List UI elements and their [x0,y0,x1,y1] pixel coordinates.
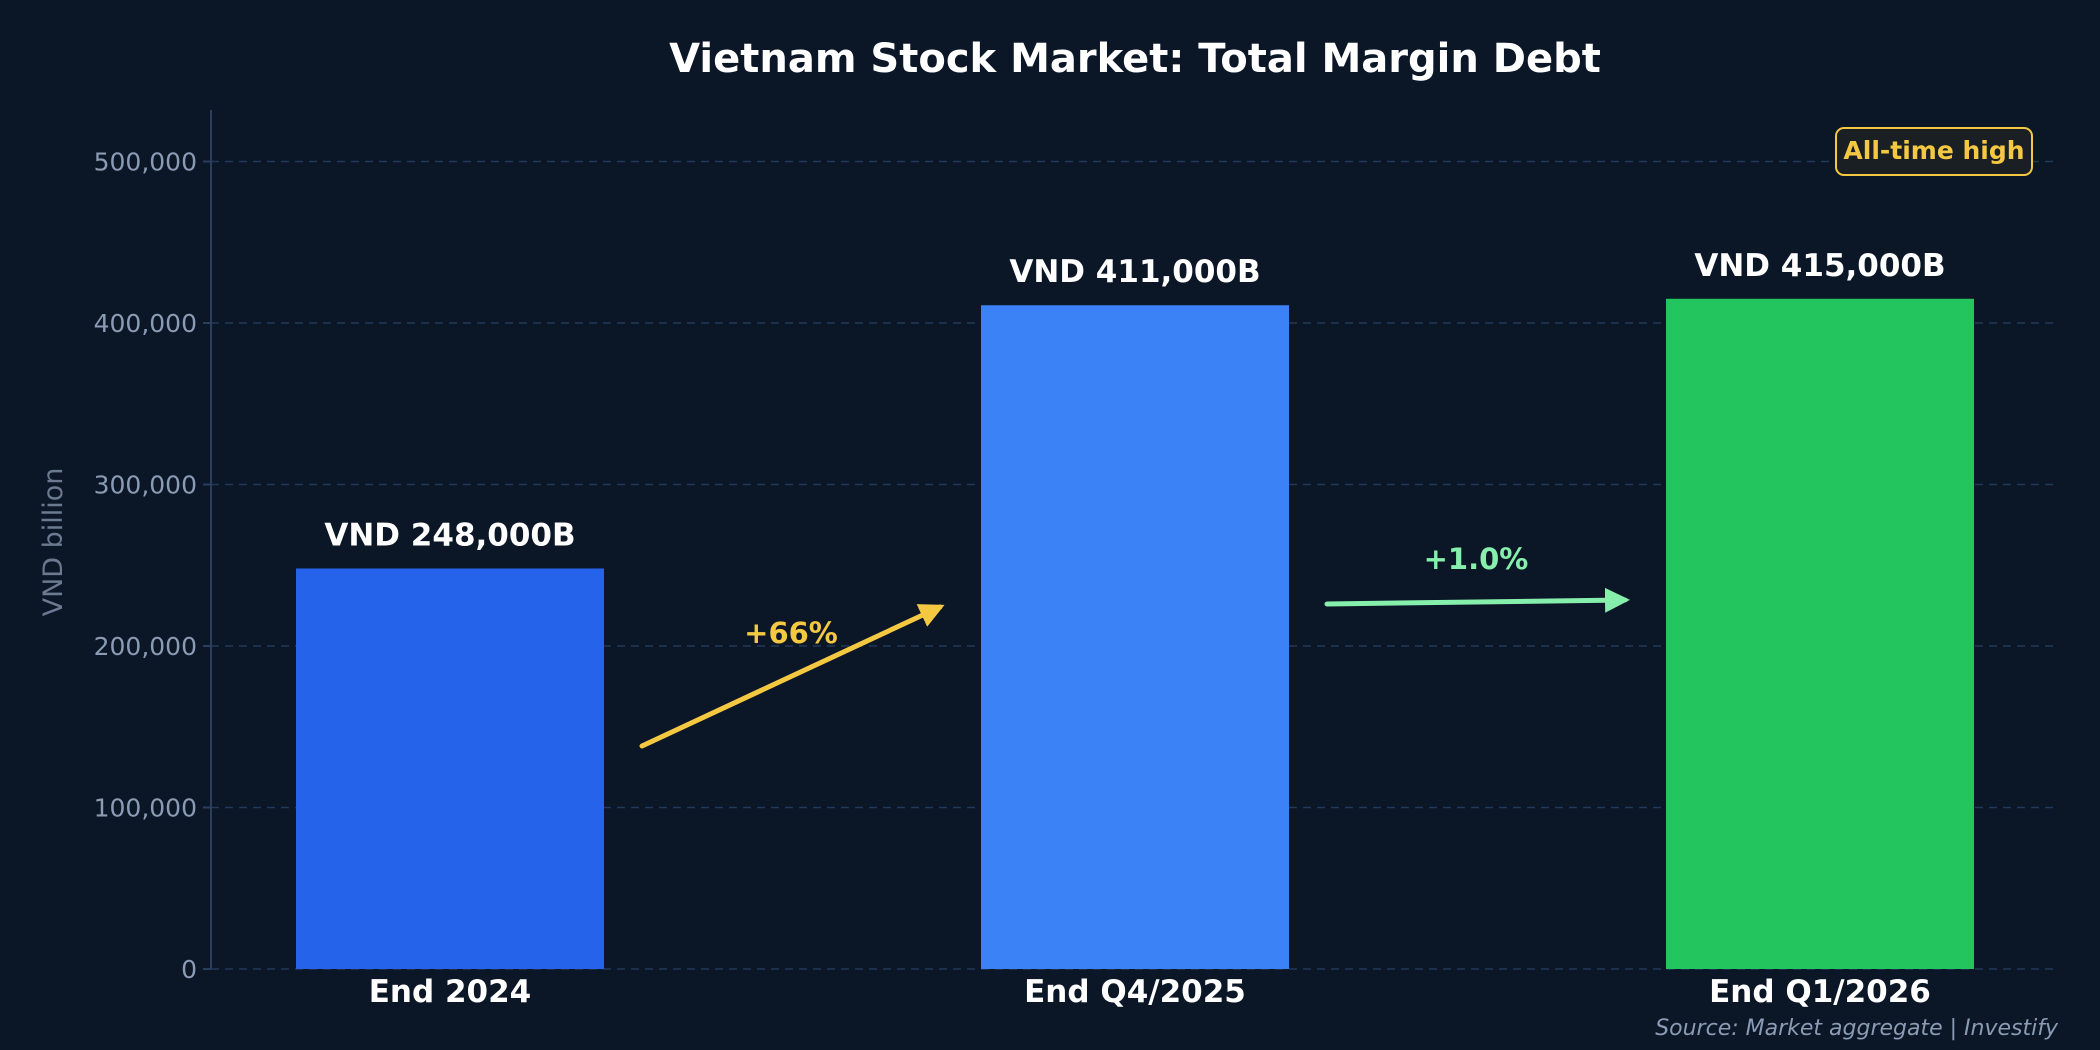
y-tick-label: 100,000 [94,794,197,823]
y-axis-label: VND billion [38,468,69,617]
badge-label: All-time high [1843,136,2024,165]
y-tick-label: 300,000 [94,471,197,500]
x-tick-label: End Q4/2025 [1024,974,1246,1010]
bar-value-label: VND 248,000B [324,517,575,553]
source-note: Source: Market aggregate | Investify [1655,1016,2059,1041]
change-annotations: +66% +1.0% [639,542,1630,749]
bar [296,568,604,969]
bar [1666,298,1974,969]
x-tick-label: End 2024 [369,974,532,1010]
all-time-high-badge: All-time high [1835,127,2033,176]
bars: VND 248,000B VND 411,000B VND 415,000B [296,248,1974,969]
y-tick-label: 0 [181,955,197,984]
bar-value-label: VND 411,000B [1009,254,1260,290]
y-tick-label: 500,000 [94,148,197,177]
change-label: +66% [744,616,838,650]
change-label: +1.0% [1424,542,1529,576]
x-axis-ticks: End 2024 End Q4/2025 End Q1/2026 [369,974,1931,1010]
change-arrow [1324,587,1630,613]
bar-value-label: VND 415,000B [1694,248,1945,284]
change-arrow [639,604,945,749]
chart-title: Vietnam Stock Market: Total Margin Debt [669,36,1601,82]
x-tick-label: End Q1/2026 [1709,974,1931,1010]
y-axis-ticks: 0 100,000 200,000 300,000 400,000 500,000 [94,148,211,984]
bar [981,305,1289,969]
y-tick-label: 400,000 [94,309,197,338]
y-tick-label: 200,000 [94,632,197,661]
